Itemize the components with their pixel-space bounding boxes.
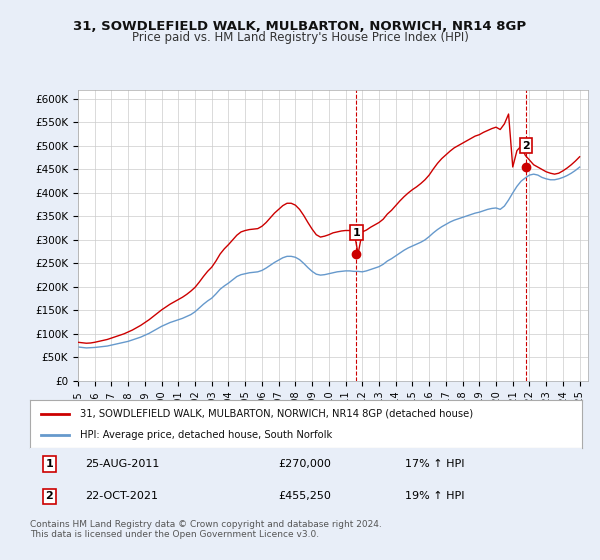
Text: 1: 1	[46, 459, 53, 469]
Text: Contains HM Land Registry data © Crown copyright and database right 2024.
This d: Contains HM Land Registry data © Crown c…	[30, 520, 382, 539]
Text: HPI: Average price, detached house, South Norfolk: HPI: Average price, detached house, Sout…	[80, 430, 332, 440]
Text: 2: 2	[46, 491, 53, 501]
Text: £455,250: £455,250	[278, 491, 331, 501]
Text: 31, SOWDLEFIELD WALK, MULBARTON, NORWICH, NR14 8GP: 31, SOWDLEFIELD WALK, MULBARTON, NORWICH…	[73, 20, 527, 32]
Text: 17% ↑ HPI: 17% ↑ HPI	[406, 459, 465, 469]
Text: 25-AUG-2011: 25-AUG-2011	[85, 459, 160, 469]
Text: Price paid vs. HM Land Registry's House Price Index (HPI): Price paid vs. HM Land Registry's House …	[131, 31, 469, 44]
Text: £270,000: £270,000	[278, 459, 331, 469]
Text: 19% ↑ HPI: 19% ↑ HPI	[406, 491, 465, 501]
Text: 22-OCT-2021: 22-OCT-2021	[85, 491, 158, 501]
Text: 31, SOWDLEFIELD WALK, MULBARTON, NORWICH, NR14 8GP (detached house): 31, SOWDLEFIELD WALK, MULBARTON, NORWICH…	[80, 409, 473, 419]
Text: 1: 1	[353, 227, 360, 237]
Text: 2: 2	[522, 141, 530, 151]
